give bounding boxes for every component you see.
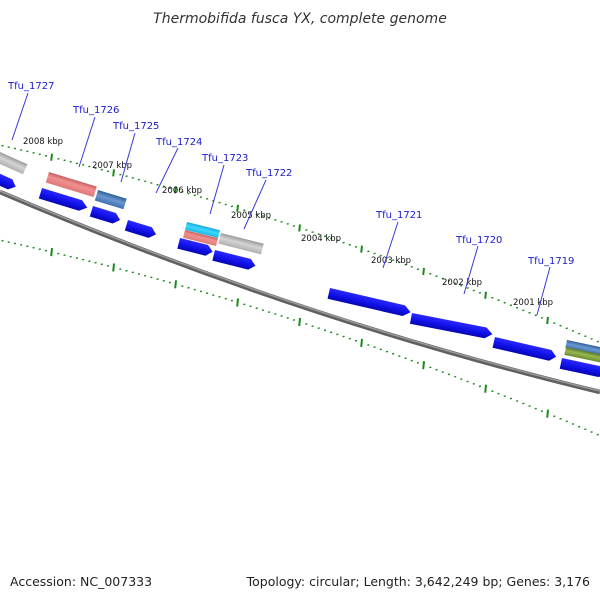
outer-tick: [236, 204, 239, 212]
kbp-label: 2001 kbp: [513, 298, 553, 308]
inner-tick: [422, 361, 425, 370]
leader-line: [155, 147, 179, 194]
outer-tick: [360, 245, 363, 253]
gene-label-tfu-1727[interactable]: Tfu_1727: [7, 81, 54, 92]
leader-line: [11, 92, 29, 141]
inner-tick: [50, 248, 53, 257]
cyan-feature-1723: [185, 222, 220, 238]
leader-line: [463, 245, 479, 295]
gene-label-tfu-1726[interactable]: Tfu_1726: [72, 105, 119, 116]
cds-1726: [38, 188, 88, 211]
kbp-label: 2006 kbp: [162, 186, 202, 196]
gene-label-tfu-1721[interactable]: Tfu_1721: [375, 210, 422, 221]
gene-label-tfu-1719[interactable]: Tfu_1719: [527, 256, 574, 267]
gene-label-leaders: [11, 92, 551, 316]
steelblue-feature-1725: [94, 190, 127, 210]
inner-tick: [236, 298, 239, 307]
outer-tick: [546, 316, 549, 325]
cds-right-edge: [559, 358, 600, 378]
inner-tick: [298, 317, 301, 327]
kbp-label: 2007 kbp: [92, 161, 132, 171]
cds-1725: [89, 206, 121, 224]
kbp-label: 2004 kbp: [301, 234, 341, 244]
leader-line: [209, 164, 225, 215]
gene-label-tfu-1725[interactable]: Tfu_1725: [112, 121, 159, 132]
accession-text: Accession: NC_007333: [10, 574, 153, 589]
cds-left-edge: [0, 172, 16, 190]
gene-label-tfu-1722[interactable]: Tfu_1722: [245, 168, 292, 179]
inner-tick: [112, 263, 115, 272]
leader-line: [120, 132, 136, 183]
kbp-label: 2005 kbp: [231, 211, 271, 221]
kbp-label: 2003 kbp: [371, 256, 411, 266]
map-title: Thermobifida fusca YX, complete genome: [153, 11, 447, 27]
olive-feature-right: [564, 347, 600, 364]
inner-tick-ring: [1, 239, 599, 436]
kbp-label: 2002 kbp: [442, 278, 482, 288]
cds-1720: [409, 313, 493, 339]
feature-track: [0, 152, 600, 378]
outer-tick: [112, 169, 115, 177]
cds-1719: [492, 337, 557, 361]
backbone: [0, 189, 600, 395]
pink-feature-1726: [45, 172, 97, 198]
outer-tick-ring: [1, 144, 599, 343]
kbp-labels: 2008 kbp 2007 kbp 2006 kbp 2005 kbp 2004…: [23, 137, 553, 308]
pink-feature-1723: [183, 230, 218, 246]
leader-line: [243, 179, 267, 230]
outer-tick: [174, 186, 177, 194]
inner-tick: [546, 409, 549, 418]
kbp-label: 2008 kbp: [23, 137, 63, 147]
cds-1721: [327, 288, 411, 317]
outer-tick: [298, 224, 301, 232]
cds-1722: [212, 250, 256, 270]
leader-line: [78, 116, 96, 168]
inner-tick: [174, 280, 177, 289]
gene-label-tfu-1720[interactable]: Tfu_1720: [455, 235, 502, 246]
inner-tick: [360, 338, 363, 347]
inner-tick: [484, 384, 487, 393]
outer-tick: [484, 291, 487, 299]
cds-1724: [124, 220, 157, 238]
gray-feature-left: [0, 152, 28, 175]
gene-label-tfu-1723[interactable]: Tfu_1723: [201, 153, 248, 164]
outer-tick: [422, 267, 425, 276]
leader-line: [382, 221, 399, 269]
gene-label-tfu-1724[interactable]: Tfu_1724: [155, 137, 202, 148]
cds-1723: [177, 238, 213, 256]
outer-tick: [50, 153, 53, 161]
steelblue-feature-right: [565, 340, 600, 357]
gene-labels: Tfu_1727 Tfu_1726 Tfu_1725 Tfu_1724 Tfu_…: [7, 81, 574, 267]
topology-text: Topology: circular; Length: 3,642,249 bp…: [246, 574, 590, 589]
gray-feature-1723: [218, 233, 264, 255]
leader-line: [536, 266, 551, 316]
